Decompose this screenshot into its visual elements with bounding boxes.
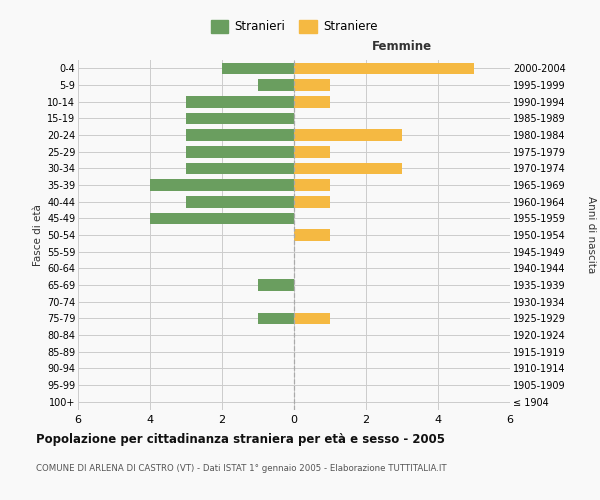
Bar bbox=[186, 196, 294, 207]
Bar bbox=[294, 196, 330, 207]
Bar bbox=[222, 62, 294, 74]
Bar bbox=[294, 96, 330, 108]
Bar bbox=[258, 79, 294, 91]
Bar bbox=[294, 312, 330, 324]
Bar bbox=[294, 79, 330, 91]
Bar bbox=[186, 112, 294, 124]
Bar bbox=[186, 96, 294, 108]
Bar bbox=[150, 179, 294, 191]
Bar bbox=[186, 162, 294, 174]
Text: Popolazione per cittadinanza straniera per età e sesso - 2005: Popolazione per cittadinanza straniera p… bbox=[36, 432, 445, 446]
Bar bbox=[258, 312, 294, 324]
Bar bbox=[294, 62, 474, 74]
Bar bbox=[294, 162, 402, 174]
Legend: Stranieri, Straniere: Stranieri, Straniere bbox=[207, 17, 381, 37]
Text: Anni di nascita: Anni di nascita bbox=[586, 196, 596, 274]
Bar bbox=[294, 229, 330, 241]
Bar bbox=[186, 129, 294, 141]
Bar bbox=[294, 179, 330, 191]
Bar bbox=[294, 129, 402, 141]
Text: COMUNE DI ARLENA DI CASTRO (VT) - Dati ISTAT 1° gennaio 2005 - Elaborazione TUTT: COMUNE DI ARLENA DI CASTRO (VT) - Dati I… bbox=[36, 464, 446, 473]
Y-axis label: Fasce di età: Fasce di età bbox=[32, 204, 43, 266]
Bar bbox=[150, 212, 294, 224]
Bar bbox=[186, 146, 294, 158]
Text: Femmine: Femmine bbox=[372, 40, 432, 53]
Bar bbox=[294, 146, 330, 158]
Bar bbox=[258, 279, 294, 291]
